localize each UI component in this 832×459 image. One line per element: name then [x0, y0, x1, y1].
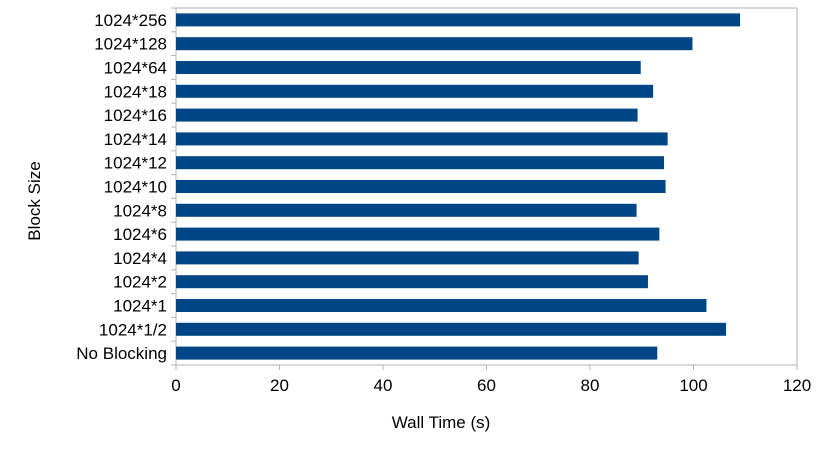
bar: [176, 322, 727, 336]
category-label: 1024*16: [104, 106, 167, 125]
bar: [176, 251, 639, 265]
category-label: 1024*14: [104, 130, 167, 149]
x-tick-label: 0: [171, 376, 180, 395]
category-label: 1024*18: [104, 82, 167, 101]
category-label: 1024*1: [113, 297, 167, 316]
category-label: 1024*64: [104, 59, 167, 78]
bar: [176, 132, 668, 146]
category-label: 1024*1/2: [99, 320, 167, 339]
category-label: 1024*6: [113, 225, 167, 244]
bar: [176, 13, 741, 27]
bar: [176, 227, 660, 241]
category-label: 1024*8: [113, 201, 167, 220]
bar: [176, 37, 693, 51]
x-tick-label: 60: [477, 376, 496, 395]
labels-layer: 1024*256 1024*128 1024*64 1024*18 1024*16 102…: [76, 11, 811, 395]
category-label: 1024*12: [104, 154, 167, 173]
bar: [176, 180, 666, 193]
category-label: 1024*4: [113, 249, 167, 268]
bar: [176, 156, 665, 170]
bar: [176, 61, 641, 74]
bar: [176, 108, 638, 122]
bar: [176, 299, 707, 312]
bars-layer: [176, 13, 741, 360]
ticks-layer: [171, 7, 798, 370]
bar: [176, 346, 658, 360]
bar: [176, 203, 637, 217]
x-tick-label: 40: [374, 376, 393, 395]
category-label: 1024*256: [94, 11, 167, 30]
x-tick-label: 100: [679, 376, 707, 395]
bar: [176, 275, 648, 289]
y-axis-title: Block Size: [25, 161, 44, 240]
category-label: 1024*128: [94, 35, 167, 54]
bar: [176, 84, 654, 98]
x-tick-label: 20: [270, 376, 289, 395]
x-axis-title: Wall Time (s): [392, 413, 491, 432]
category-label: 1024*2: [113, 273, 167, 292]
x-tick-label: 80: [581, 376, 600, 395]
category-label: 1024*10: [104, 178, 167, 197]
x-tick-label: 120: [783, 376, 811, 395]
category-label: No Blocking: [76, 344, 167, 363]
